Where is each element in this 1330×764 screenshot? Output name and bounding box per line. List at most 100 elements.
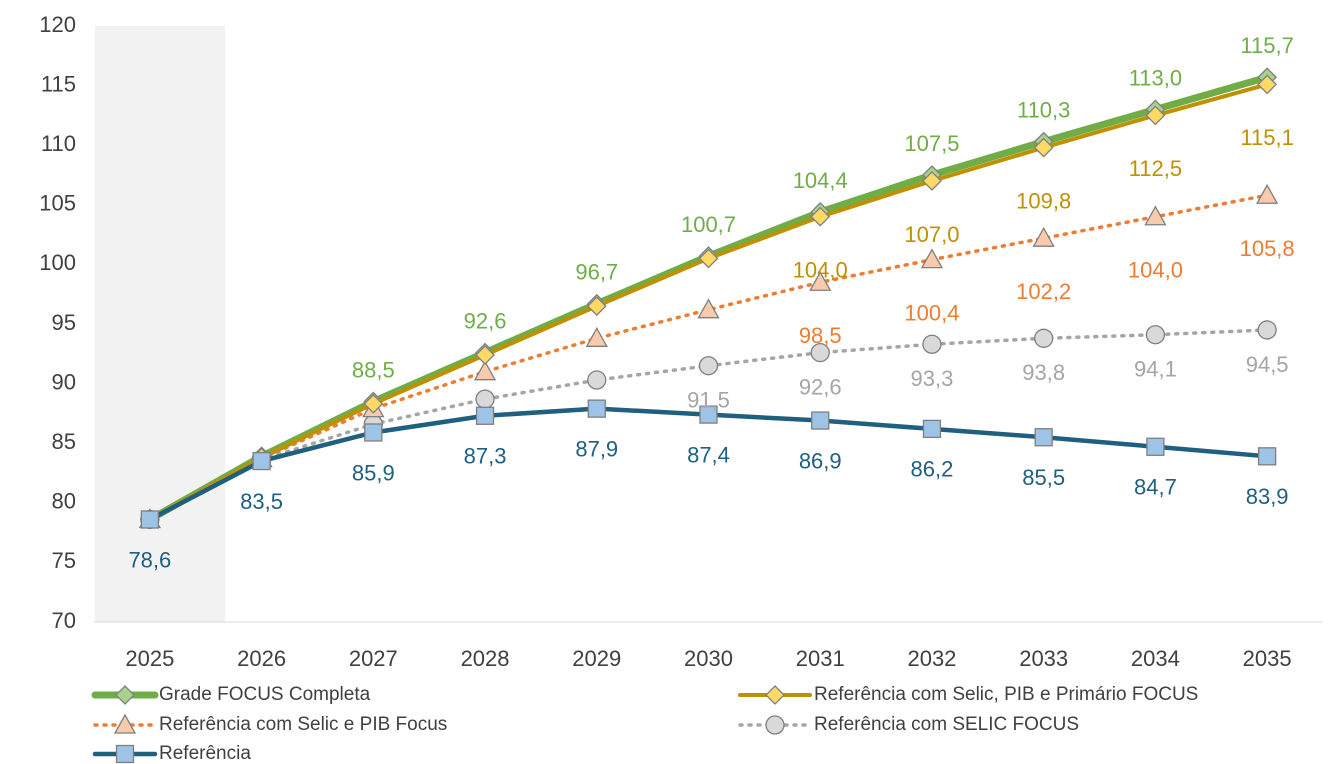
data-point [1033, 137, 1054, 158]
x-tick-label: 2025 [125, 646, 174, 671]
data-label: 84,7 [1134, 475, 1177, 500]
y-tick-label: 105 [39, 191, 76, 216]
data-label: 96,7 [575, 260, 618, 285]
data-label: 85,9 [352, 460, 395, 485]
data-label: 83,9 [1246, 484, 1289, 509]
y-tick-label: 120 [39, 12, 76, 37]
y-tick-label: 100 [39, 250, 76, 275]
data-label: 113,0 [1129, 65, 1182, 90]
x-tick-label: 2026 [237, 646, 286, 671]
data-point [475, 406, 495, 425]
legend-label: Grade FOCUS Completa [159, 684, 371, 705]
legend-label: Referência com Selic e PIB Focus [159, 714, 447, 735]
data-point [1032, 226, 1055, 247]
data-label: 102,2 [1016, 279, 1071, 304]
data-label: 115,1 [1240, 125, 1293, 150]
data-label: 83,5 [240, 489, 283, 514]
data-label: 86,2 [911, 457, 954, 482]
x-tick-label: 2033 [1019, 646, 1068, 671]
data-label: 109,8 [1016, 188, 1071, 213]
x-tick-label: 2034 [1131, 646, 1180, 671]
data-point [809, 270, 832, 291]
data-point [1257, 74, 1278, 95]
data-label: 100,4 [904, 300, 959, 325]
y-tick-label: 90 [52, 369, 76, 394]
data-label: 93,8 [1022, 360, 1065, 385]
data-point [810, 342, 830, 363]
data-point [587, 399, 606, 418]
data-point [1034, 428, 1053, 447]
y-tick-label: 75 [52, 548, 76, 573]
data-point [1257, 320, 1277, 340]
data-point [475, 389, 495, 409]
highlight-band [95, 26, 225, 622]
x-tick-label: 2035 [1243, 646, 1292, 671]
data-point [922, 171, 942, 191]
data-point [699, 405, 718, 424]
data-point [698, 248, 719, 269]
legend-label: Referência [159, 743, 251, 764]
x-tick-label: 2032 [907, 646, 956, 671]
x-tick-label: 2030 [684, 646, 733, 671]
legend-label: Referência com SELIC FOCUS [814, 714, 1079, 735]
data-point [475, 345, 495, 365]
data-label: 87,9 [575, 436, 618, 461]
x-tick-label: 2028 [461, 646, 510, 671]
y-tick-label: 110 [41, 131, 76, 156]
data-label: 92,6 [464, 308, 507, 333]
data-point [473, 360, 497, 381]
data-point [1145, 105, 1166, 126]
data-label: 110,3 [1017, 97, 1070, 122]
data-point [140, 510, 160, 529]
data-label: 85,5 [1022, 465, 1065, 490]
data-label: 92,6 [799, 374, 842, 399]
data-point [922, 334, 942, 354]
legend-marker [765, 685, 785, 705]
data-point [1257, 447, 1277, 466]
data-point [811, 411, 830, 430]
data-point [1144, 205, 1167, 226]
data-point [1034, 328, 1054, 348]
x-tick-label: 2031 [796, 646, 845, 671]
data-point [585, 326, 608, 347]
data-label: 104,0 [1128, 258, 1183, 283]
series-line [148, 193, 1269, 522]
legend-label: Referência com Selic, PIB e Primário FOC… [814, 684, 1198, 705]
data-label: 86,9 [799, 448, 842, 473]
data-label: 115,7 [1240, 33, 1293, 58]
y-tick-label: 115 [41, 71, 76, 96]
data-label: 88,5 [352, 357, 395, 382]
data-point [1146, 437, 1165, 456]
legend-marker [113, 713, 137, 734]
data-label: 107,0 [904, 222, 959, 247]
data-point [697, 298, 720, 319]
data-point [920, 248, 944, 269]
data-point [363, 393, 384, 414]
data-label: 98,5 [799, 323, 842, 348]
data-label: 93,3 [911, 366, 954, 391]
data-label: 87,4 [687, 442, 730, 467]
data-label: 78,6 [128, 547, 171, 572]
data-label: 100,7 [681, 212, 736, 237]
legend-marker [115, 744, 135, 764]
data-label: 87,3 [464, 444, 507, 469]
x-tick-label: 2027 [349, 646, 398, 671]
data-point [1256, 183, 1279, 204]
data-label: 104,4 [793, 168, 848, 193]
y-tick-label: 85 [52, 429, 76, 454]
data-label: 94,1 [1134, 357, 1177, 382]
data-point [587, 370, 607, 390]
data-label: 94,5 [1246, 352, 1289, 377]
y-tick-label: 95 [52, 310, 76, 335]
data-point [364, 423, 383, 442]
data-point [922, 419, 942, 439]
x-tick-label: 2029 [572, 646, 621, 671]
data-point [810, 206, 831, 227]
data-point [698, 356, 719, 376]
data-point [1145, 325, 1166, 345]
legend-marker [765, 715, 785, 735]
data-label: 107,5 [904, 131, 959, 156]
legend-marker [115, 685, 135, 705]
